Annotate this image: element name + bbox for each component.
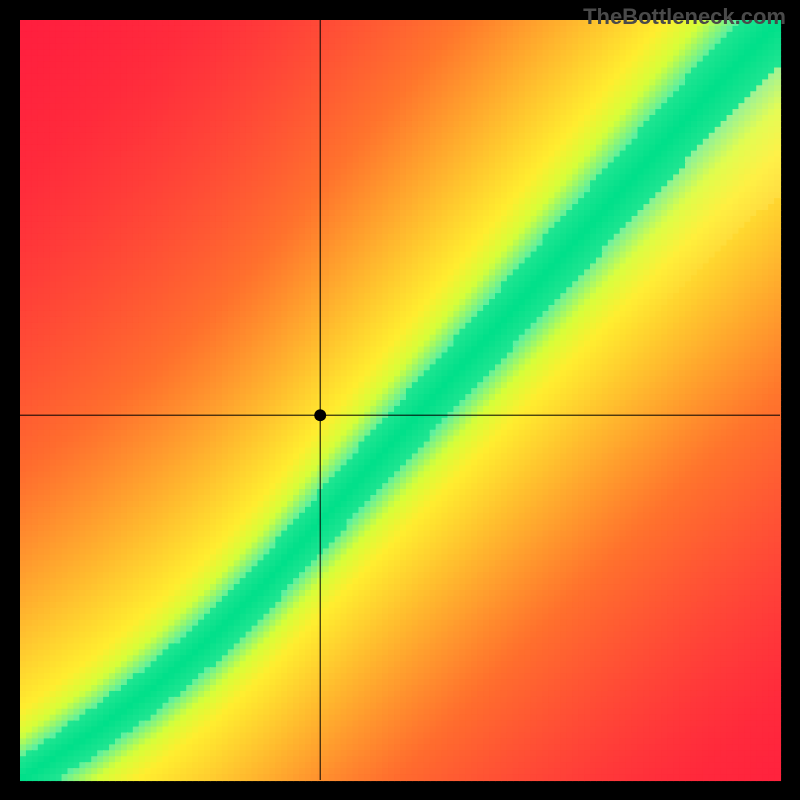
heatmap-canvas — [0, 0, 800, 800]
watermark-text: TheBottleneck.com — [583, 4, 786, 30]
bottleneck-heatmap-chart — [0, 0, 800, 800]
